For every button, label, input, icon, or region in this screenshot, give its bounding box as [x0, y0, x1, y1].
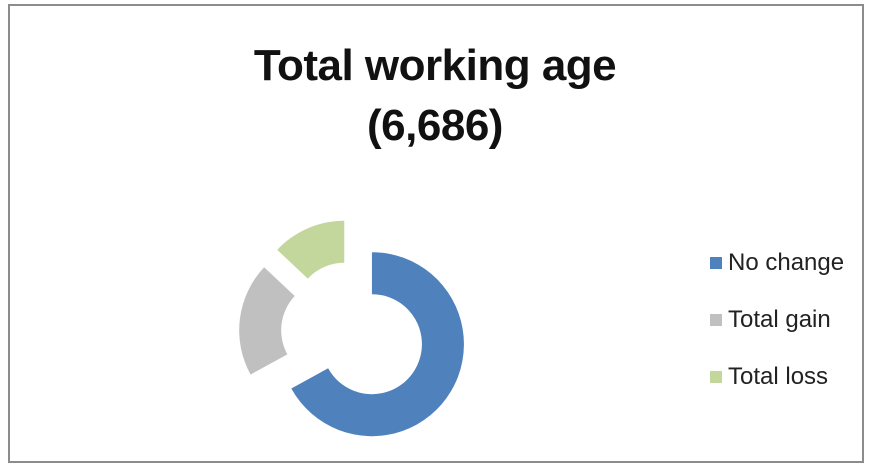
donut-slice-total-loss: [277, 220, 345, 279]
legend-item-total-gain: Total gain: [710, 305, 831, 335]
chart-title: Total working age (6,686): [0, 36, 870, 156]
legend-item-total-loss: Total loss: [710, 362, 828, 392]
legend-swatch-total-loss: [710, 371, 722, 383]
donut-slice-no-change: [291, 252, 464, 437]
chart-title-line2: (6,686): [367, 101, 503, 150]
chart-title-line1: Total working age: [253, 41, 617, 90]
legend-label-total-loss: Total loss: [728, 363, 829, 390]
donut-slices: [239, 220, 464, 437]
donut-slice-total-gain: [239, 267, 295, 375]
legend-label-no-change: No change: [728, 249, 845, 276]
legend-swatch-no-change: [710, 257, 722, 269]
legend-item-no-change: No change: [710, 248, 844, 278]
legend-label-total-gain: Total gain: [728, 306, 831, 333]
legend-swatch-total-gain: [710, 314, 722, 326]
